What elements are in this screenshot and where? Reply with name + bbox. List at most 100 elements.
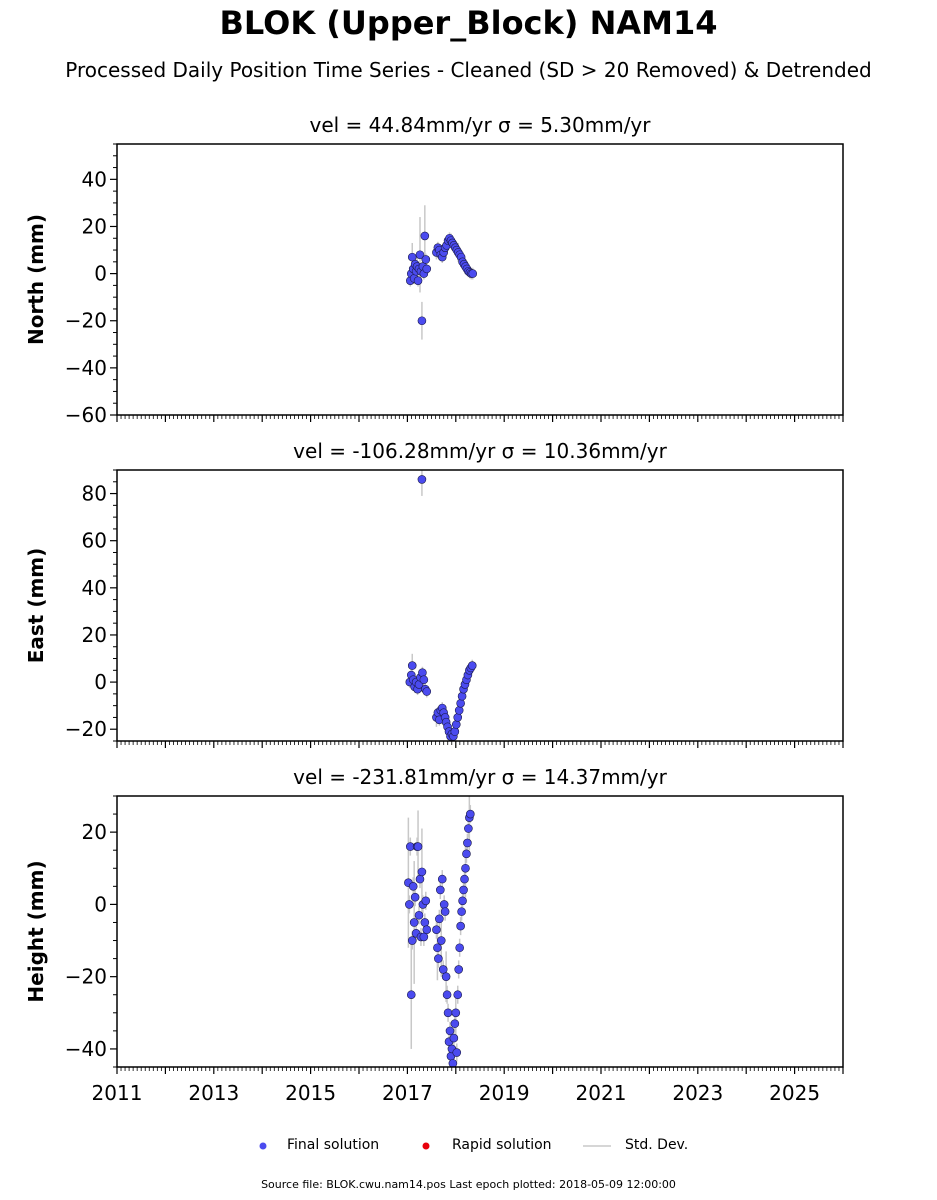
plot-area (405, 470, 477, 741)
y-tick-label: 20 (82, 623, 107, 647)
data-point (417, 867, 427, 877)
data-point (421, 896, 431, 906)
data-point (460, 874, 469, 884)
y-tick-label: 80 (82, 482, 107, 506)
data-point (463, 838, 472, 848)
data-point (434, 954, 443, 963)
panel-height: vel = -231.81mm/yr σ = 14.37mm/yr Height … (24, 765, 844, 1105)
data-point (413, 842, 423, 851)
data-point (410, 892, 420, 902)
data-point (450, 727, 460, 736)
data-point (438, 965, 448, 974)
source-footer: Source file: BLOK.cwu.nam14.pos Last epo… (261, 1178, 676, 1191)
data-point (453, 990, 463, 1000)
plot-area (406, 205, 478, 340)
data-point (419, 675, 429, 685)
data-point (414, 910, 424, 920)
data-point (445, 1026, 455, 1036)
data-point (406, 990, 416, 1000)
legend-final-label: Final solution (287, 1137, 380, 1153)
data-point (409, 918, 419, 927)
data-point (420, 231, 430, 241)
y-tick-label: 40 (82, 167, 107, 191)
x-tick-label: 2021 (576, 1081, 627, 1105)
data-point (456, 921, 465, 931)
data-point (405, 900, 414, 909)
data-point (421, 255, 431, 264)
data-point (457, 691, 467, 701)
data-point (443, 1008, 453, 1018)
data-point (437, 874, 447, 884)
data-point (449, 1033, 459, 1043)
x-tick-label: 2015 (285, 1081, 336, 1105)
data-point (454, 706, 464, 715)
axes-frame (116, 469, 844, 742)
data-point (439, 900, 449, 909)
x-tick-label: 2019 (479, 1081, 530, 1105)
data-point (456, 698, 465, 708)
data-point (464, 824, 473, 833)
plot-area (404, 796, 475, 1067)
data-point (448, 1059, 458, 1067)
y-tick-label: −20 (65, 965, 107, 989)
data-point (441, 972, 451, 981)
data-point (442, 990, 452, 1000)
x-tick-label: 2013 (188, 1081, 239, 1105)
data-point (451, 720, 461, 729)
data-point (422, 687, 432, 696)
data-point (467, 661, 477, 670)
data-point (419, 932, 429, 942)
y-axis-label: Height (mm) (24, 860, 48, 1002)
data-point (415, 250, 425, 260)
y-tick-label: −20 (65, 309, 107, 333)
data-point (436, 885, 445, 895)
panel-title: vel = -106.28mm/yr σ = 10.36mm/yr (293, 439, 667, 463)
panel-title: vel = 44.84mm/yr σ = 5.30mm/yr (310, 113, 652, 137)
data-point (420, 918, 430, 927)
y-tick-label: 20 (82, 214, 107, 238)
data-point (422, 925, 432, 934)
data-point (440, 907, 450, 916)
data-point (417, 316, 427, 326)
y-tick-label: −60 (65, 403, 107, 427)
data-point (455, 943, 464, 953)
y-tick-label: 60 (82, 529, 107, 553)
data-point (450, 1019, 460, 1028)
data-point (436, 936, 446, 945)
y-tick-label: 20 (82, 820, 107, 844)
data-point (418, 668, 427, 677)
x-tick-label: 2011 (92, 1081, 143, 1105)
y-tick-label: 0 (94, 262, 107, 286)
std-line-icon (583, 1145, 611, 1147)
data-point (457, 907, 466, 916)
final-marker-icon (259, 1142, 267, 1150)
data-point (466, 809, 475, 819)
y-tick-label: 40 (82, 576, 107, 600)
data-point (407, 936, 417, 945)
data-point (452, 1048, 462, 1057)
legend-std-label: Std. Dev. (625, 1137, 689, 1153)
data-point (417, 475, 427, 484)
data-point (435, 914, 444, 924)
data-point (415, 874, 425, 884)
data-point (407, 661, 417, 670)
axes-frame (116, 143, 844, 416)
chart-subtitle: Processed Daily Position Time Series - C… (65, 58, 872, 82)
y-axis-label: North (mm) (24, 214, 48, 345)
data-point (451, 1008, 461, 1018)
axes-frame (116, 795, 844, 1068)
panel-title: vel = -231.81mm/yr σ = 14.37mm/yr (293, 765, 667, 789)
data-point (458, 896, 467, 906)
data-point (413, 276, 423, 285)
data-point (432, 925, 441, 934)
x-tick-label: 2017 (382, 1081, 433, 1105)
data-point (408, 882, 418, 891)
y-tick-label: −40 (65, 1037, 107, 1061)
y-tick-label: 0 (94, 670, 107, 694)
rapid-marker-icon (422, 1142, 430, 1150)
y-tick-label: −20 (65, 717, 107, 741)
x-tick-label: 2023 (672, 1081, 723, 1105)
x-tick-label: 2025 (769, 1081, 820, 1105)
data-point (453, 713, 463, 722)
